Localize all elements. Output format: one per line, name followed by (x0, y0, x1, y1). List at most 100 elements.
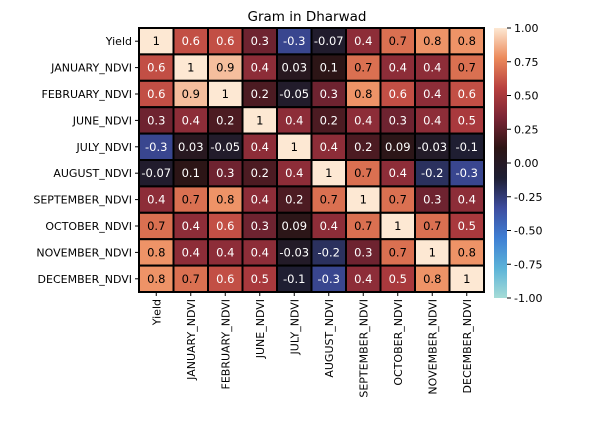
column-tick-label: JULY_NDVI (288, 299, 301, 355)
cell-value-label: 0.4 (423, 61, 441, 75)
heatmap-cell (345, 53, 382, 82)
cell-value-label: 0.3 (423, 193, 441, 207)
cell-value-label: 0.4 (320, 140, 338, 154)
cell-value-label: 0.4 (147, 193, 165, 207)
cell-value-label: -0.3 (145, 140, 167, 154)
cell-value-label: 0.3 (320, 87, 338, 101)
colorbar-tick-label: -1.00 (514, 292, 542, 305)
cell-value-label: 0.1 (320, 61, 338, 75)
cell-value-label: 0.7 (389, 34, 407, 48)
cell-value-label: 0.7 (147, 219, 165, 233)
cell-value-label: 0.4 (285, 166, 303, 180)
heatmap-cell (448, 211, 485, 241)
cell-value-label: 0.8 (147, 245, 165, 259)
cell-value-label: 0.8 (423, 34, 441, 48)
heatmap-cell (138, 185, 175, 214)
heatmap-cell (310, 185, 347, 214)
cell-value-label: 0.3 (354, 245, 372, 259)
cell-value-label: 0.6 (216, 34, 234, 48)
cell-value-label: 0.6 (182, 34, 200, 48)
row-tick-label: FEBRUARY_NDVI (42, 88, 132, 101)
cell-value-label: -0.03 (279, 245, 309, 259)
heatmap-cell (448, 264, 485, 294)
heatmap-cell (345, 211, 382, 241)
cell-value-label: 0.4 (423, 87, 441, 101)
cell-value-label: 0.7 (458, 61, 476, 75)
colorbar-tick-label: -0.25 (514, 191, 542, 204)
cell-value-label: 0.8 (354, 87, 372, 101)
cell-value-label: 0.1 (182, 166, 200, 180)
chart-title: Gram in Dharwad (248, 9, 367, 25)
cell-value-label: 0.2 (251, 87, 269, 101)
cell-value-label: 0.7 (182, 272, 200, 286)
cell-value-label: 0.6 (389, 87, 407, 101)
cell-value-label: 0.3 (389, 113, 407, 127)
cell-value-label: -0.2 (318, 245, 340, 259)
cell-value-label: 0.6 (147, 87, 165, 101)
heatmap-cell (241, 211, 278, 241)
cell-value-label: 0.6 (216, 219, 234, 233)
heatmap-cell (207, 79, 244, 109)
cell-value-label: 1 (463, 272, 470, 286)
cell-value-label: 1 (360, 193, 367, 207)
cell-value-label: 0.7 (320, 193, 338, 207)
column-tick-labels: Yield JANUARY_NDVI FEBRUARY_NDVI JUNE_NDVI J… (150, 292, 474, 398)
heatmap-cell (414, 53, 451, 82)
colorbar-tick-label: 0.25 (514, 123, 539, 136)
cell-value-label: 0.6 (147, 61, 165, 75)
colorbar-tick-label: -0.50 (514, 225, 542, 238)
heatmap-cell (414, 264, 451, 294)
cell-value-label: 0.4 (354, 113, 372, 127)
cell-value-label: 0.2 (285, 193, 303, 207)
cell-value-label: 0.7 (354, 166, 372, 180)
colorbar-tick-label: 0.75 (514, 56, 539, 69)
column-tick-label: AUGUST_NDVI (323, 299, 336, 378)
cell-value-label: 0.8 (147, 272, 165, 286)
cell-value-label: 0.9 (182, 87, 200, 101)
cell-value-label: 1 (394, 219, 401, 233)
cell-value-label: 0.4 (320, 219, 338, 233)
column-tick-label: OCTOBER_NDVI (392, 299, 405, 386)
colorbar-tick-label: 0.50 (514, 90, 539, 103)
cell-value-label: 0.2 (354, 140, 372, 154)
cell-value-label: 1 (187, 61, 194, 75)
cell-value-label: 1 (153, 34, 160, 48)
heatmap-cell (172, 238, 209, 267)
heatmap-cell (310, 264, 347, 294)
cell-value-label: 0.3 (216, 166, 234, 180)
heatmap-cell (241, 185, 278, 214)
cell-value-label: -0.03 (417, 140, 447, 154)
cell-value-label: 0.5 (389, 272, 407, 286)
cell-value-label: 1 (291, 140, 298, 154)
cell-value-label: 0.7 (389, 245, 407, 259)
cell-value-label: -0.2 (421, 166, 443, 180)
colorbar-tick-label: 0.00 (514, 157, 539, 170)
cell-value-label: 0.5 (251, 272, 269, 286)
row-tick-label: AUGUST_NDVI (53, 167, 132, 180)
cell-value-label: 0.2 (251, 166, 269, 180)
row-tick-label: OCTOBER_NDVI (45, 220, 132, 233)
cell-value-label: 0.4 (251, 140, 269, 154)
column-tick-label: SEPTEMBER_NDVI (357, 299, 370, 398)
cell-value-label: 0.5 (458, 219, 476, 233)
heatmap-cell (414, 211, 451, 241)
heatmap-cell (379, 27, 416, 56)
cell-value-label: 1 (222, 87, 229, 101)
cell-value-label: 0.4 (182, 219, 200, 233)
cell-value-label: 1 (256, 113, 263, 127)
cell-value-label: 0.8 (216, 193, 234, 207)
cell-value-label: 0.4 (389, 166, 407, 180)
column-tick-label: Yield (150, 299, 163, 326)
heatmap-cell (310, 132, 347, 162)
row-tick-label: NOVEMBER_NDVI (36, 246, 132, 259)
heatmap-cell (172, 211, 209, 241)
cell-value-label: 0.4 (423, 113, 441, 127)
heatmap-cell (448, 238, 485, 267)
column-tick-label: JANUARY_NDVI (185, 299, 198, 381)
cell-value-label: 0.3 (251, 219, 269, 233)
cell-value-label: -0.05 (279, 87, 309, 101)
cell-value-label: 0.8 (458, 245, 476, 259)
heatmap-cell (138, 106, 175, 135)
cell-value-label: 0.9 (216, 61, 234, 75)
